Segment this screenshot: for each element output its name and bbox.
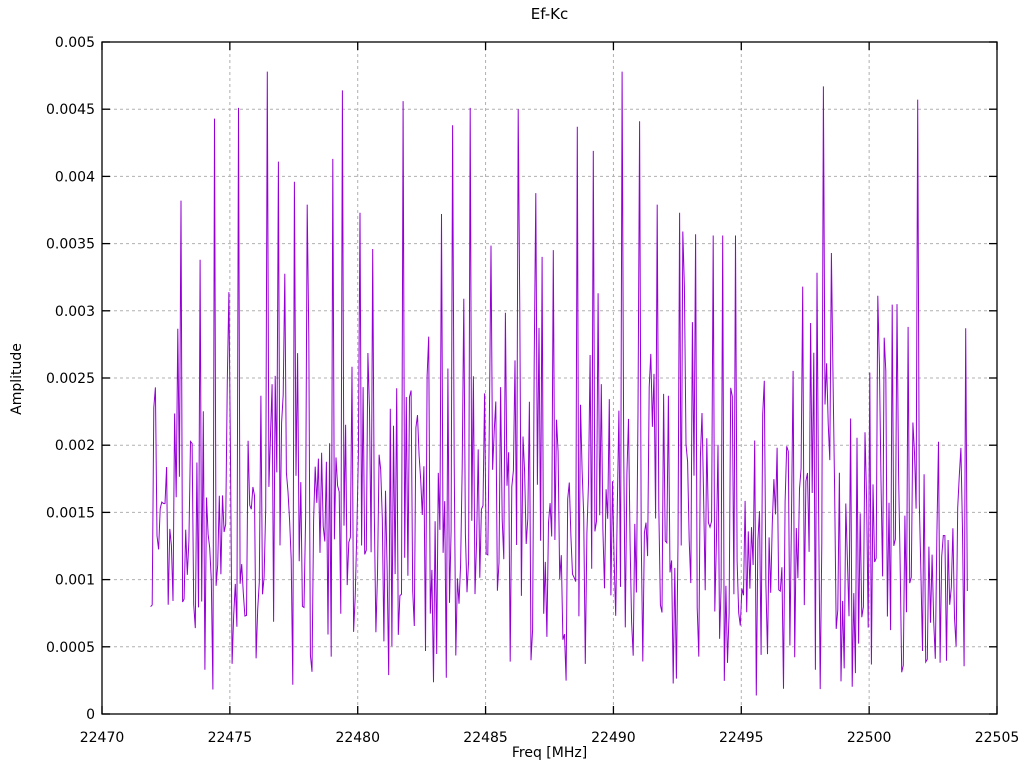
y-tick-label: 0.002 — [55, 438, 95, 454]
y-tick-label: 0.0035 — [46, 237, 95, 253]
x-tick-label: 22475 — [208, 730, 253, 746]
y-tick-label: 0.003 — [55, 304, 95, 320]
y-tick-label: 0.004 — [55, 169, 95, 185]
y-tick-label: 0.0045 — [46, 102, 95, 118]
y-tick-label: 0.001 — [55, 573, 95, 589]
y-tick-label: 0.0005 — [46, 640, 95, 656]
x-tick-label: 22505 — [975, 730, 1020, 746]
x-tick-label: 22495 — [719, 730, 764, 746]
x-tick-label: 22485 — [463, 730, 508, 746]
y-axis-label: Amplitude — [9, 343, 25, 415]
y-tick-label: 0.0015 — [46, 505, 95, 521]
chart-title: Ef-Kc — [530, 5, 569, 23]
y-tick-label: 0.0025 — [46, 371, 95, 387]
x-tick-label: 22500 — [847, 730, 892, 746]
y-tick-label: 0.005 — [55, 35, 95, 51]
x-axis-label: Freq [MHz] — [511, 745, 588, 761]
series-line — [150, 71, 968, 696]
y-tick-label: 0 — [86, 707, 95, 723]
x-tick-label: 22470 — [80, 730, 125, 746]
x-tick-label: 22480 — [335, 730, 380, 746]
x-tick-label: 22490 — [591, 730, 636, 746]
